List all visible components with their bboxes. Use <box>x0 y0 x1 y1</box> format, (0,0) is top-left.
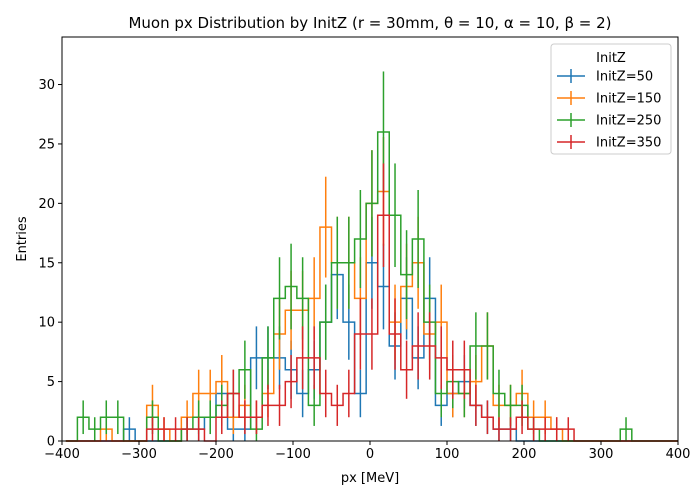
legend-item: InitZ=150 <box>557 91 661 107</box>
legend-title: InitZ <box>596 51 626 66</box>
legend-item: InitZ=250 <box>557 113 661 129</box>
x-tick-label: 400 <box>666 447 691 462</box>
legend-items: InitZ=50 InitZ=150 InitZ=250 InitZ=350 <box>557 69 661 151</box>
x-axis: −400 −300 −200 −100 0 100 200 300 400 <box>44 441 690 462</box>
y-tick-label: 30 <box>38 78 55 93</box>
legend-label: InitZ=350 <box>596 136 661 151</box>
x-tick-label: −100 <box>275 447 311 462</box>
x-tick-label: −300 <box>121 447 157 462</box>
x-tick-label: −400 <box>44 447 80 462</box>
x-tick-label: −200 <box>198 447 234 462</box>
legend-label: InitZ=150 <box>596 92 661 107</box>
legend: InitZ InitZ=50 InitZ=150 InitZ=250 InitZ=35… <box>550 43 672 155</box>
legend-box <box>550 43 672 155</box>
legend-item: InitZ=350 <box>557 135 661 151</box>
y-tick-label: 15 <box>38 256 55 271</box>
legend-item: InitZ=50 <box>557 69 653 85</box>
y-tick-label: 0 <box>47 435 55 450</box>
y-tick-label: 5 <box>47 375 55 390</box>
x-tick-label: 300 <box>589 447 614 462</box>
y-tick-label: 10 <box>38 316 55 331</box>
x-axis-label: px [MeV] <box>341 471 399 486</box>
legend-label: InitZ=250 <box>596 114 661 129</box>
y-axis: 0 5 10 15 20 25 30 <box>38 78 62 450</box>
legend-label: InitZ=50 <box>596 70 653 85</box>
chart-title: Muon px Distribution by InitZ (r = 30mm,… <box>128 14 611 32</box>
x-tick-label: 0 <box>366 447 374 462</box>
y-tick-label: 25 <box>38 137 55 152</box>
x-tick-label: 200 <box>512 447 537 462</box>
x-tick-label: 100 <box>435 447 460 462</box>
plot-area <box>65 71 678 442</box>
y-axis-label: Entries <box>15 216 30 262</box>
y-tick-label: 20 <box>38 197 55 212</box>
series-initz-350 <box>65 163 678 442</box>
